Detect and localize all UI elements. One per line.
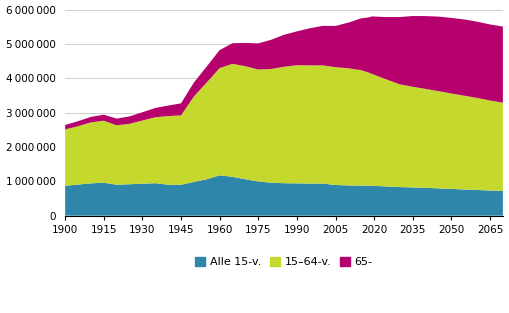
Legend: Alle 15-v., 15–64-v., 65-: Alle 15-v., 15–64-v., 65- — [190, 253, 376, 272]
